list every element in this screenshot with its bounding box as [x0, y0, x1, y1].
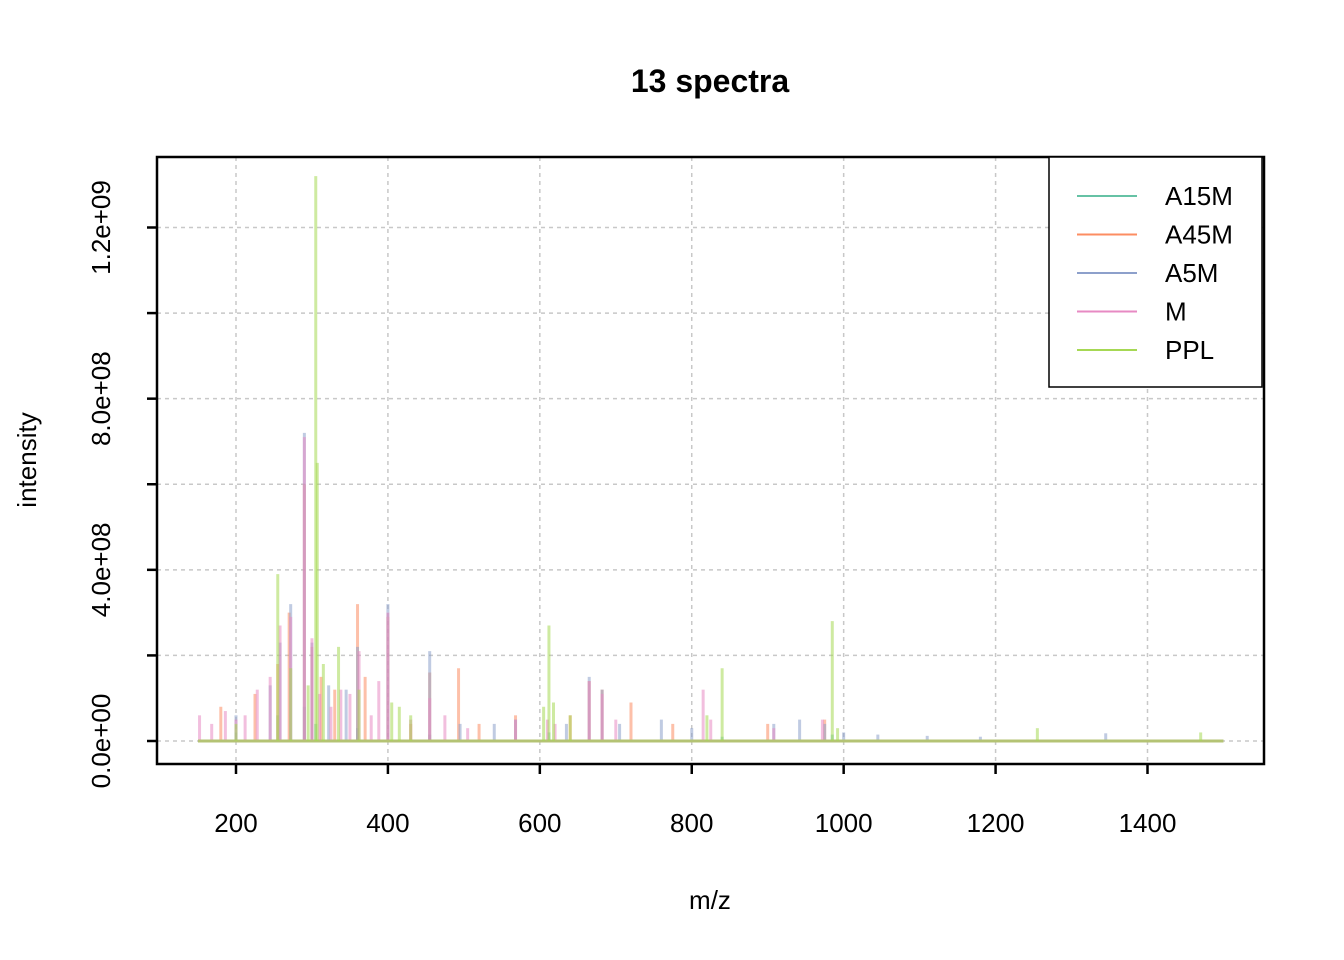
series-ppl	[198, 176, 1224, 743]
series-a45m	[198, 484, 1224, 743]
x-tick-label: 600	[518, 808, 561, 838]
y-tick-label: 8.0e+08	[86, 351, 116, 446]
x-tick-label: 400	[366, 808, 409, 838]
x-tick-label: 200	[214, 808, 257, 838]
x-tick-label: 800	[670, 808, 713, 838]
y-tick-label: 4.0e+08	[86, 522, 116, 617]
legend-label: A45M	[1165, 220, 1233, 250]
y-tick-label: 1.2e+09	[86, 180, 116, 275]
legend-label: A5M	[1165, 258, 1218, 288]
chart-title: 13 spectra	[631, 63, 790, 99]
y-axis-label: intensity	[12, 412, 42, 507]
legend-label: PPL	[1165, 335, 1214, 365]
x-axis: 200 400 600 800 1000 1200 1400	[214, 764, 1176, 838]
y-axis: 0.0e+00 4.0e+08 8.0e+08 1.2e+09	[86, 180, 157, 788]
series-layer	[198, 176, 1224, 743]
legend-label: A15M	[1165, 181, 1233, 211]
legend: A15M A45M A5M M PPL	[1048, 156, 1263, 388]
plot-frame	[155, 155, 1266, 766]
series-a5m	[198, 432, 1224, 743]
x-tick-label: 1200	[967, 808, 1025, 838]
x-axis-label: m/z	[689, 885, 731, 915]
series-m	[198, 437, 1224, 743]
legend-label: M	[1165, 297, 1187, 327]
x-tick-label: 1000	[815, 808, 873, 838]
x-tick-label: 1400	[1119, 808, 1177, 838]
y-tick-label: 0.0e+00	[86, 694, 116, 789]
